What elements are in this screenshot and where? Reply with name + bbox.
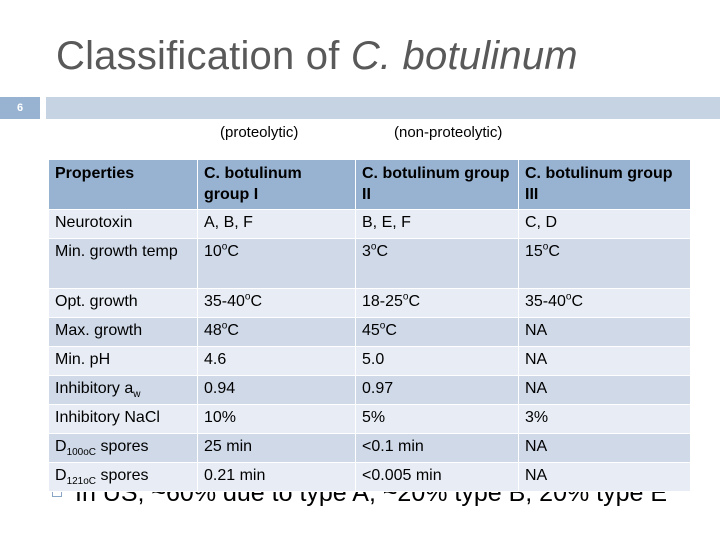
table-cell-prop: Min. growth temp bbox=[48, 238, 198, 289]
table-row: Inhibitory aw 0.94 0.97 NA bbox=[48, 375, 691, 405]
table-cell-g2: <0.1 min bbox=[355, 433, 519, 463]
table-cell-prop: Neurotoxin bbox=[48, 209, 198, 239]
table-cell-g3: NA bbox=[518, 317, 691, 347]
table-header-row: Properties C. botulinum group I C. botul… bbox=[48, 159, 691, 210]
table-row: D121oC spores 0.21 min <0.005 min NA bbox=[48, 462, 691, 492]
table-cell-prop: Min. pH bbox=[48, 346, 198, 376]
table-cell-prop: Inhibitory aw bbox=[48, 375, 198, 405]
table-row: D100oC spores 25 min <0.1 min NA bbox=[48, 433, 691, 463]
table-cell-g2: 18-25oC bbox=[355, 288, 519, 318]
table-cell-prop: Max. growth bbox=[48, 317, 198, 347]
table-cell-g2: 5% bbox=[355, 404, 519, 434]
header-group-1: C. botulinum group I bbox=[197, 159, 356, 210]
table-cell-g1: 48oC bbox=[197, 317, 356, 347]
table-row: Min. growth temp 10oC 3oC 15oC bbox=[48, 238, 691, 289]
header-strip bbox=[46, 97, 720, 119]
table-cell-prop: D121oC spores bbox=[48, 462, 198, 492]
table-cell-g1: 35-40oC bbox=[197, 288, 356, 318]
subtitle-non-proteolytic: (non-proteolytic) bbox=[394, 124, 503, 141]
table-cell-prop: Opt. growth bbox=[48, 288, 198, 318]
table-cell-g1: A, B, F bbox=[197, 209, 356, 239]
table-cell-g2: 5.0 bbox=[355, 346, 519, 376]
table-row: Min. pH 4.6 5.0 NA bbox=[48, 346, 691, 376]
table-cell-g2: 3oC bbox=[355, 238, 519, 289]
slide-number: 6 bbox=[0, 97, 40, 119]
header-properties: Properties bbox=[48, 159, 198, 210]
table-cell-g1: 10% bbox=[197, 404, 356, 434]
table-cell-g1: 10oC bbox=[197, 238, 356, 289]
slide-title: Classification of C. botulinum bbox=[56, 34, 578, 78]
table-cell-g2: B, E, F bbox=[355, 209, 519, 239]
table-cell-g3: NA bbox=[518, 375, 691, 405]
classification-table: Properties C. botulinum group I C. botul… bbox=[48, 159, 691, 492]
table-cell-g3: NA bbox=[518, 346, 691, 376]
table-cell-g2: 45oC bbox=[355, 317, 519, 347]
table-cell-prop: D100oC spores bbox=[48, 433, 198, 463]
header-group-3: C. botulinum group III bbox=[518, 159, 691, 210]
table-cell-g3: 15oC bbox=[518, 238, 691, 289]
table-cell-g2: <0.005 min bbox=[355, 462, 519, 492]
table-cell-g1: 0.94 bbox=[197, 375, 356, 405]
table-cell-g2: 0.97 bbox=[355, 375, 519, 405]
table-cell-g1: 0.21 min bbox=[197, 462, 356, 492]
table-cell-prop: Inhibitory NaCl bbox=[48, 404, 198, 434]
subtitle-proteolytic: (proteolytic) bbox=[220, 124, 299, 141]
table-cell-g1: 4.6 bbox=[197, 346, 356, 376]
table-row: Max. growth 48oC 45oC NA bbox=[48, 317, 691, 347]
table-cell-g3: NA bbox=[518, 462, 691, 492]
table-cell-g1: 25 min bbox=[197, 433, 356, 463]
table-row: Opt. growth 35-40oC 18-25oC 35-40oC bbox=[48, 288, 691, 318]
table-row: Neurotoxin A, B, F B, E, F C, D bbox=[48, 209, 691, 239]
table-cell-g3: NA bbox=[518, 433, 691, 463]
table-cell-g3: 35-40oC bbox=[518, 288, 691, 318]
header-group-2: C. botulinum group II bbox=[355, 159, 519, 210]
slide-header-bar: 6 bbox=[0, 97, 720, 119]
table-row: Inhibitory NaCl 10% 5% 3% bbox=[48, 404, 691, 434]
table-cell-g3: 3% bbox=[518, 404, 691, 434]
table-cell-g3: C, D bbox=[518, 209, 691, 239]
